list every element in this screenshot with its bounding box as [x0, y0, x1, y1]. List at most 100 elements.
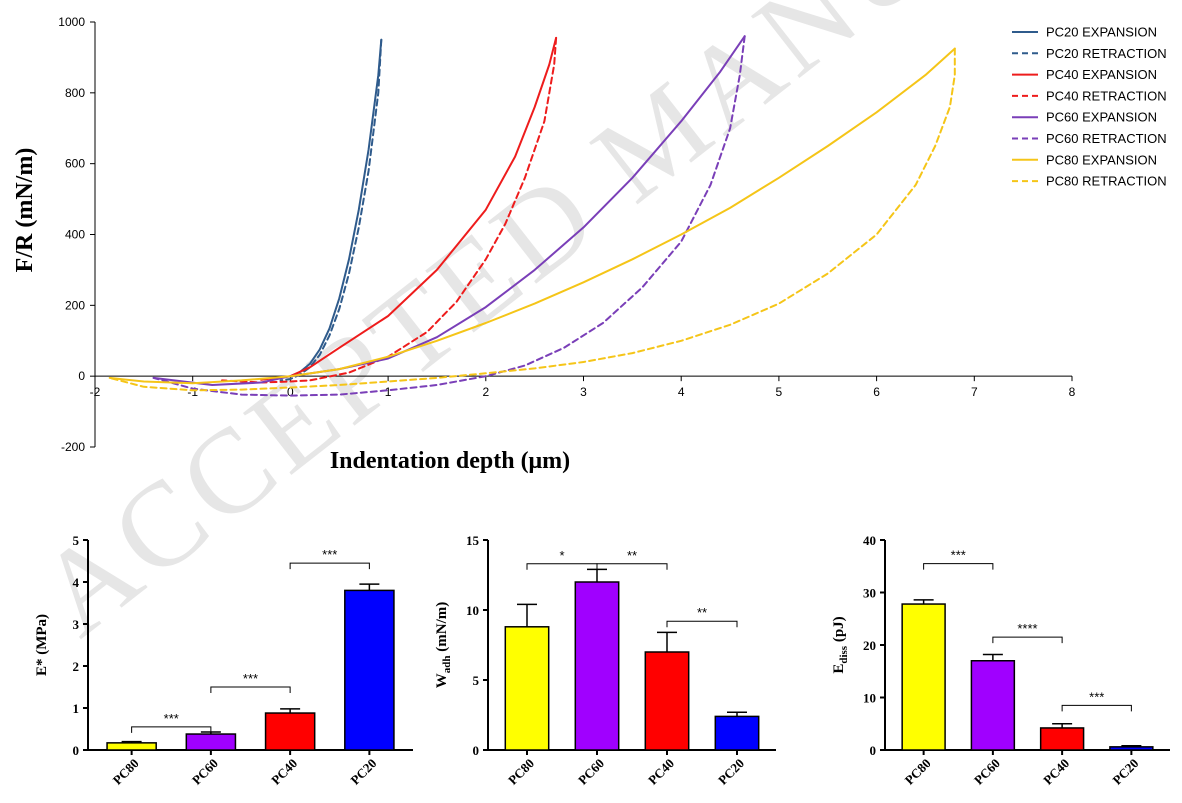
y-axis-title-unit: (mN/m): [434, 602, 450, 656]
category-label: PC60: [189, 756, 221, 788]
significance-label: **: [627, 548, 637, 563]
y-tick-label: 20: [863, 638, 876, 653]
x-axis-title: Indentation depth (μm): [330, 448, 570, 474]
significance-bracket: [923, 563, 994, 570]
bar-pc80: [504, 626, 550, 751]
bar-pc20: [714, 715, 760, 751]
x-tick-label: 7: [971, 385, 978, 399]
x-tick-label: 6: [873, 385, 880, 399]
y-tick-label: 4: [73, 575, 80, 590]
y-tick-label: 2: [73, 659, 80, 674]
legend-label: PC20 EXPANSION: [1046, 25, 1157, 40]
bar-pc80: [106, 742, 157, 751]
x-tick-label: 2: [482, 385, 489, 399]
legend-label: PC40 RETRACTION: [1046, 88, 1167, 103]
series-line-pc40-retraction: [221, 36, 558, 384]
y-tick-label: 5: [73, 533, 80, 548]
y-tick-label: 10: [863, 691, 876, 706]
category-label: PC20: [715, 756, 747, 788]
category-label: PC80: [505, 756, 537, 788]
y-tick-label: 0: [473, 743, 480, 758]
significance-bracket: [289, 562, 370, 570]
y-axis-title-main: E: [831, 664, 847, 674]
significance-bracket: [596, 563, 668, 570]
x-tick-label: 4: [678, 385, 685, 399]
bar-pc60: [970, 660, 1016, 751]
y-axis-title-subscript: diss: [838, 645, 850, 663]
x-tick-label: 8: [1069, 385, 1076, 399]
bar-pc60: [574, 581, 620, 751]
y-axis-title-main: E* (MPa): [34, 614, 50, 676]
significance-bracket: [666, 620, 738, 628]
y-tick-label: 0: [73, 743, 80, 758]
legend-label: PC60 RETRACTION: [1046, 131, 1167, 146]
y-axis-title-subscript: adh: [441, 655, 453, 673]
watermark: ACCEPTED MANUSCRIPT: [14, 0, 1182, 660]
y-axis-title: Wadh (mN/m): [434, 602, 453, 688]
y-tick-label: 1000: [58, 15, 85, 29]
x-tick-label: 0: [287, 385, 294, 399]
x-tick-label: -2: [90, 385, 101, 399]
y-tick-label: 200: [65, 298, 85, 312]
y-tick-label: 1: [73, 701, 80, 716]
category-label: PC40: [268, 756, 300, 788]
bar-pc40: [1039, 727, 1085, 751]
x-tick-label: 3: [580, 385, 587, 399]
category-label: PC40: [1040, 756, 1072, 788]
x-tick-label: 5: [776, 385, 783, 399]
watermark-text: ACCEPTED MANUSCRIPT: [14, 0, 1182, 660]
significance-bracket: [992, 636, 1063, 644]
category-label: PC40: [645, 756, 677, 788]
y-tick-label: 3: [73, 617, 80, 632]
category-label: PC80: [110, 756, 142, 788]
y-tick-label: 800: [65, 86, 85, 100]
category-label: PC60: [575, 756, 607, 788]
bar-chart-modulus: 0 1 2 3 4 5 E* (MPa) PC80 PC60 PC40 PC20 *** *** ***: [34, 533, 413, 788]
y-tick-label: -200: [61, 440, 85, 454]
legend-label: PC80 RETRACTION: [1046, 174, 1167, 189]
significance-label: ***: [951, 548, 966, 563]
series-line-pc40-expansion: [260, 36, 558, 381]
series-line-pc60-expansion: [152, 35, 746, 386]
bar-pc40: [644, 651, 690, 751]
significance-label: ***: [243, 671, 258, 686]
y-axis-title: F/R (mN/m): [12, 148, 38, 273]
y-axis-title-main: W: [434, 673, 450, 688]
significance-label: ***: [322, 547, 337, 562]
significance-label: ***: [1089, 689, 1104, 704]
series-line-pc80-expansion: [108, 47, 956, 385]
x-tick-label: 1: [385, 385, 392, 399]
bar-pc20: [344, 589, 395, 751]
significance-label: ****: [1017, 621, 1037, 636]
y-tick-label: 5: [473, 673, 480, 688]
y-tick-label: 400: [65, 228, 85, 242]
significance-bracket: [131, 726, 212, 733]
series-line-pc80-retraction: [108, 47, 956, 392]
series-line-pc60-retraction: [152, 35, 746, 397]
x-tick-label: -1: [187, 385, 198, 399]
category-label: PC80: [902, 756, 934, 788]
bar-pc80: [901, 603, 946, 751]
significance-bracket: [526, 563, 598, 570]
y-tick-label: 15: [466, 533, 480, 548]
category-label: PC20: [1109, 756, 1141, 788]
y-tick-label: 600: [65, 157, 85, 171]
y-axis-title-unit: (pJ): [831, 616, 847, 646]
series-line-pc20-expansion: [289, 38, 383, 378]
legend-label: PC60 EXPANSION: [1046, 110, 1157, 125]
y-tick-label: 30: [863, 586, 876, 601]
y-tick-label: 0: [78, 369, 85, 383]
line-chart: -200 0 200 400 600 800 1000 -2 -1 0 1 2 3 4 5 6 7 8 Indent…: [12, 15, 1167, 474]
y-axis-title: E* (MPa): [34, 614, 50, 676]
bar-pc60: [185, 733, 237, 751]
significance-label: ***: [164, 711, 179, 726]
category-label: PC20: [347, 756, 379, 788]
category-label: PC60: [971, 756, 1003, 788]
legend-label: PC20 RETRACTION: [1046, 46, 1167, 61]
y-axis-title: Ediss (pJ): [831, 616, 850, 673]
legend-label: PC40 EXPANSION: [1046, 67, 1157, 82]
y-tick-label: 40: [863, 533, 876, 548]
significance-label: *: [559, 548, 564, 563]
